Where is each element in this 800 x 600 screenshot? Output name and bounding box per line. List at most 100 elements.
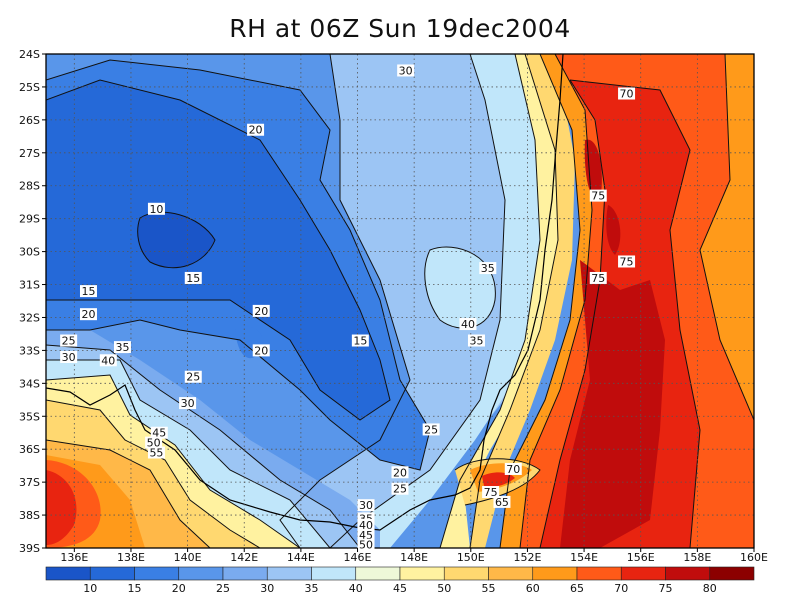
contour-label: 30: [359, 499, 373, 512]
lat-tick-label: 35S: [19, 410, 40, 423]
lat-tick-label: 34S: [19, 377, 40, 390]
contour-label: 45: [359, 529, 373, 542]
rh-filled-contours: [46, 54, 754, 548]
lat-tick-label: 39S: [19, 542, 40, 555]
colorbar-swatch: [399, 566, 445, 581]
contour-label-box: [184, 271, 202, 284]
contour-label-box: [247, 123, 265, 136]
map-title: RH at 06Z Sun 19dec2004: [229, 14, 571, 43]
contour-label: 15: [81, 285, 95, 298]
contour-label: 75: [620, 255, 634, 268]
colorbar-swatch: [134, 566, 180, 581]
lon-tick-label: 154E: [570, 551, 598, 564]
contour-label: 25: [186, 371, 200, 384]
colorbar-swatch: [488, 566, 534, 581]
contour-label: 20: [393, 466, 407, 479]
longitude-axis: 136E 138E 140E 142E 144E 146E 148E 150E 152E 154E…: [60, 548, 768, 564]
contour-label: 40: [359, 519, 373, 532]
contour-label-box: [179, 397, 197, 410]
contour-label-box: [357, 518, 375, 531]
colorbar-label: 10: [83, 582, 97, 595]
colorbar-label: 60: [526, 582, 540, 595]
lat-tick-label: 36S: [19, 443, 40, 456]
colorbar-label: 55: [482, 582, 496, 595]
contour-label: 35: [469, 335, 483, 348]
colorbar-swatch: [311, 566, 357, 581]
colorbar-label: 25: [216, 582, 230, 595]
contour-label-box: [493, 495, 511, 508]
lon-tick-label: 160E: [740, 551, 768, 564]
contour-label-box: [467, 334, 485, 347]
colorbar-label: 20: [172, 582, 186, 595]
contour-labels: 30 70 20 75 10 75 35 15 75 15 20 20 40 15 35 25 35 20 30 40…: [60, 64, 636, 552]
contour-label-box: [618, 255, 636, 268]
lat-tick-label: 32S: [19, 311, 40, 324]
contour-label: 30: [399, 64, 413, 77]
coastline: [46, 54, 564, 531]
lon-tick-label: 142E: [230, 551, 258, 564]
colorbar-label: 65: [570, 582, 584, 595]
contour-label-box: [618, 87, 636, 100]
colorbar-swatch: [532, 566, 578, 581]
colorbar-swatch: [355, 566, 401, 581]
contour-label-box: [391, 466, 409, 479]
contour-label-box: [184, 370, 202, 383]
contour-label-box: [252, 304, 270, 317]
colorbar-swatch: [576, 566, 622, 581]
colorbar-swatch: [222, 566, 268, 581]
lat-tick-label: 29S: [19, 213, 40, 226]
contour-label: 20: [254, 305, 268, 318]
contour-label: 75: [484, 486, 498, 499]
contour-label-box: [391, 482, 409, 495]
contour-label: 25: [424, 423, 438, 436]
latitude-axis: 24S 25S 26S 27S 28S 29S 30S 31S 32S 33S 34S 35S 36S 3…: [19, 48, 46, 555]
map-gridlines: [46, 54, 754, 548]
lon-tick-label: 158E: [683, 551, 711, 564]
lon-tick-label: 144E: [287, 551, 315, 564]
colorbar-swatch: [89, 566, 135, 581]
contour-label: 25: [62, 335, 76, 348]
colorbar-label: 70: [614, 582, 628, 595]
lat-tick-label: 38S: [19, 509, 40, 522]
contour-label: 40: [461, 318, 475, 331]
colorbar-label: 45: [393, 582, 407, 595]
contour-label: 75: [591, 190, 605, 203]
colorbar-label: 40: [349, 582, 363, 595]
colorbar-swatch: [266, 566, 312, 581]
contour-label-box: [60, 334, 78, 347]
contour-label-box: [589, 189, 607, 202]
contour-label: 10: [149, 203, 163, 216]
contour-label: 45: [152, 427, 166, 440]
map-frame: [45, 53, 755, 549]
contour-label: 15: [186, 272, 200, 285]
lat-tick-label: 26S: [19, 114, 40, 127]
contour-label-box: [147, 446, 165, 459]
contour-label-box: [422, 423, 440, 436]
contour-label: 55: [149, 446, 163, 459]
contour-label-box: [60, 350, 78, 363]
lon-tick-label: 146E: [344, 551, 372, 564]
lat-tick-label: 24S: [19, 48, 40, 61]
lon-tick-label: 148E: [400, 551, 428, 564]
contour-label: 20: [249, 124, 263, 137]
contour-label: 25: [393, 483, 407, 496]
colorbar-swatch: [45, 566, 91, 581]
contour-label: 20: [81, 308, 95, 321]
contour-label: 50: [359, 539, 373, 552]
contour-label-box: [79, 285, 97, 298]
lat-tick-label: 33S: [19, 344, 40, 357]
contour-label-box: [504, 462, 522, 475]
contour-label: 20: [254, 344, 268, 357]
contour-label-box: [150, 426, 168, 439]
lon-tick-label: 152E: [513, 551, 541, 564]
colorbar-label: 50: [437, 582, 451, 595]
lat-tick-label: 30S: [19, 246, 40, 259]
contour-label-box: [482, 486, 500, 499]
lat-tick-label: 27S: [19, 147, 40, 160]
lat-tick-label: 28S: [19, 180, 40, 193]
colorbar-swatch: [178, 566, 224, 581]
contour-label-box: [351, 334, 369, 347]
colorbar-swatch: [665, 566, 711, 581]
lon-tick-label: 150E: [457, 551, 485, 564]
